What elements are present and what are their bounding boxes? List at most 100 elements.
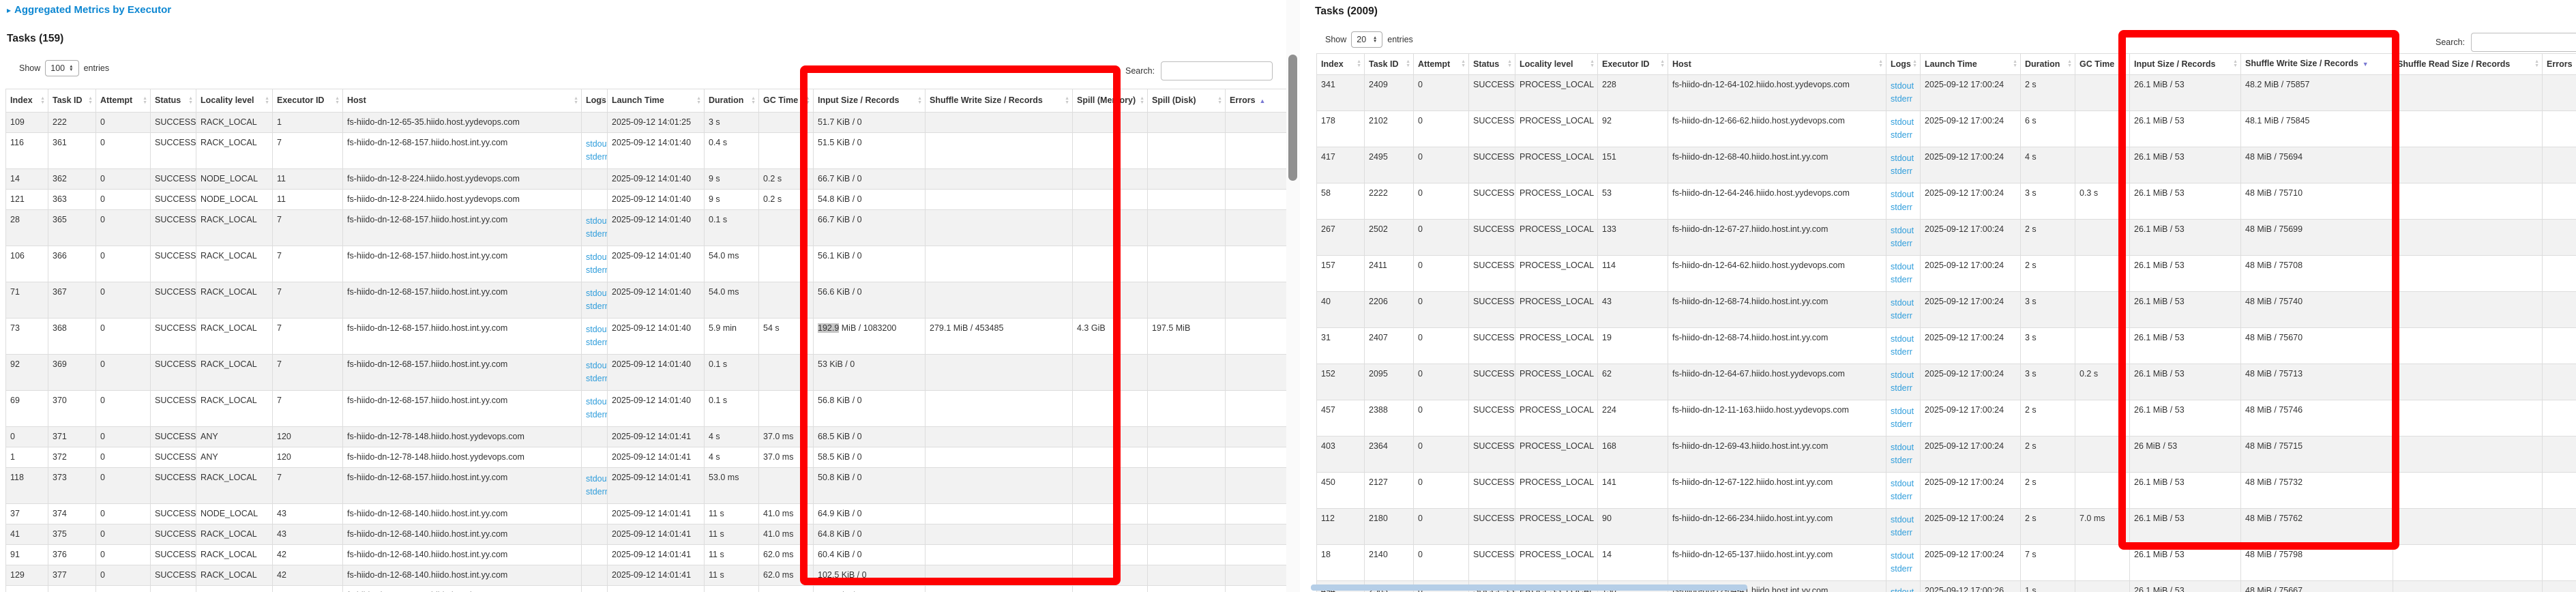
cell-attempt: 0 <box>1413 436 1469 473</box>
stdout-link[interactable]: stdout <box>586 252 608 262</box>
cell-executor_id: 42 <box>272 544 343 565</box>
stderr-link[interactable]: stderr <box>1891 239 1912 248</box>
stderr-link[interactable]: stderr <box>1891 94 1912 104</box>
cell-status: SUCCESS <box>150 282 196 319</box>
stdout-link[interactable]: stdout <box>1891 298 1914 308</box>
stderr-link[interactable]: stderr <box>1891 311 1912 321</box>
stderr-link[interactable]: stderr <box>1891 275 1912 284</box>
page-size-select[interactable]: 100 ▲ ▼ <box>45 60 79 76</box>
stdout-link[interactable]: stdout <box>586 216 608 226</box>
stderr-link[interactable]: stderr <box>1891 130 1912 140</box>
stdout-link[interactable]: stdout <box>586 288 608 298</box>
stderr-link[interactable]: stderr <box>1891 492 1912 501</box>
column-header-task_id[interactable]: Task ID ▲ ▼ <box>1364 53 1414 75</box>
cell-task_id: 2407 <box>1364 327 1414 364</box>
search-input[interactable] <box>1161 61 1273 80</box>
column-header-attempt[interactable]: Attempt ▲ ▼ <box>1413 53 1469 75</box>
stderr-link[interactable]: stderr <box>1891 419 1912 429</box>
column-header-locality_level[interactable]: Locality level ▲ ▼ <box>196 89 273 113</box>
column-header-host[interactable]: Host ▲ ▼ <box>1668 53 1886 75</box>
column-header-spill_disk[interactable]: Spill (Disk) ▲ ▼ <box>1147 89 1226 113</box>
page-size-select[interactable]: 20 ▲ ▼ <box>1351 31 1383 48</box>
stdout-link[interactable]: stdout <box>1891 81 1914 91</box>
stdout-link[interactable]: stdout <box>1891 443 1914 452</box>
stderr-link[interactable]: stderr <box>1891 528 1912 537</box>
column-header-errors[interactable]: Errors ▲ <box>1225 89 1292 113</box>
column-header-locality_level[interactable]: Locality level ▲ ▼ <box>1515 53 1598 75</box>
stdout-link[interactable]: stdout <box>586 325 608 334</box>
column-header-logs[interactable]: Logs ▲ ▼ <box>1886 53 1921 75</box>
column-header-spill_memory[interactable]: Spill (Memory) ▲ ▼ <box>1072 89 1148 113</box>
cell-shuffle_write_size_records <box>925 112 1073 133</box>
column-header-launch_time[interactable]: Launch Time ▲ ▼ <box>1920 53 2021 75</box>
column-header-gc_time[interactable]: GC Time ▲ ▼ <box>758 89 814 113</box>
cell-status: SUCCESS <box>1468 291 1515 328</box>
stderr-link[interactable]: stderr <box>586 338 608 347</box>
stdout-link[interactable]: stdout <box>1891 226 1914 235</box>
stderr-link[interactable]: stderr <box>586 487 608 497</box>
column-header-input_size_records[interactable]: Input Size / Records ▲ ▼ <box>813 89 926 113</box>
vertical-scrollbar-thumb[interactable] <box>1288 55 1297 181</box>
column-header-duration[interactable]: Duration ▲ ▼ <box>2020 53 2075 75</box>
column-header-shuffle_read_size_records[interactable]: Shuffle Read Size / Records ▲ ▼ <box>2393 53 2543 75</box>
column-header-executor_id[interactable]: Executor ID ▲ ▼ <box>272 89 343 113</box>
stdout-link[interactable]: stdout <box>586 474 608 484</box>
column-header-shuffle_write_size_records[interactable]: Shuffle Write Size / Records ▼ <box>2240 53 2393 75</box>
cell-input_size_records: 60.4 KiB / 0 <box>813 544 926 565</box>
stdout-link[interactable]: stdout <box>1891 551 1914 561</box>
cell-status: SUCCESS <box>150 209 196 246</box>
column-header-duration[interactable]: Duration ▲ ▼ <box>704 89 759 113</box>
stderr-link[interactable]: stderr <box>586 152 608 162</box>
stderr-link[interactable]: stderr <box>1891 383 1912 393</box>
column-header-shuffle_write_size_records[interactable]: Shuffle Write Size / Records ▲ ▼ <box>925 89 1073 113</box>
column-header-index[interactable]: Index ▲ ▼ <box>1316 53 1365 75</box>
stdout-link[interactable]: stdout <box>586 361 608 370</box>
column-header-gc_time[interactable]: GC Time ▲ ▼ <box>2075 53 2130 75</box>
aggregated-metrics-link[interactable]: ▸ Aggregated Metrics by Executor <box>7 4 171 16</box>
stdout-link[interactable]: stdout <box>1891 190 1914 199</box>
column-header-attempt[interactable]: Attempt ▲ ▼ <box>95 89 151 113</box>
search-input[interactable] <box>2471 33 2576 52</box>
cell-logs: stdout stderr <box>1886 364 1921 400</box>
column-header-input_size_records[interactable]: Input Size / Records ▲ ▼ <box>2129 53 2241 75</box>
cell-launch_time: 2025-09-12 14:01:40 <box>607 132 705 169</box>
column-header-logs[interactable]: Logs ▲ ▼ <box>581 89 608 113</box>
stderr-link[interactable]: stderr <box>1891 166 1912 176</box>
stderr-link[interactable]: stderr <box>586 410 608 419</box>
stdout-link[interactable]: stdout <box>1891 406 1914 416</box>
column-header-launch_time[interactable]: Launch Time ▲ ▼ <box>607 89 705 113</box>
stderr-link[interactable]: stderr <box>1891 564 1912 574</box>
stderr-link[interactable]: stderr <box>1891 347 1912 357</box>
column-header-status[interactable]: Status ▲ ▼ <box>1468 53 1515 75</box>
column-header-task_id[interactable]: Task ID ▲ ▼ <box>48 89 96 113</box>
cell-task_id: 372 <box>48 447 96 468</box>
stderr-link[interactable]: stderr <box>586 265 608 275</box>
horizontal-scrollbar-thumb[interactable] <box>1311 584 1747 591</box>
stdout-link[interactable]: stdout <box>1891 334 1914 344</box>
stdout-link[interactable]: stdout <box>1891 479 1914 488</box>
column-header-host[interactable]: Host ▲ ▼ <box>342 89 582 113</box>
column-header-index[interactable]: Index ▲ ▼ <box>5 89 48 113</box>
cell-host: fs-hiido-dn-12-68-40.hiido.host.int.yy.c… <box>1668 147 1886 183</box>
cell-index: 121 <box>5 189 48 210</box>
stdout-link[interactable]: stdout <box>1891 515 1914 524</box>
stdout-link[interactable]: stdout <box>1891 117 1914 127</box>
cell-task_id: 2364 <box>1364 436 1414 473</box>
stdout-link[interactable]: stdout <box>1891 370 1914 380</box>
stderr-link[interactable]: stderr <box>1891 456 1912 465</box>
stdout-link[interactable]: stdout <box>1891 153 1914 163</box>
stdout-link[interactable]: stdout <box>586 139 608 149</box>
cell-task_id: 2388 <box>1364 400 1414 436</box>
column-header-executor_id[interactable]: Executor ID ▲ ▼ <box>1597 53 1668 75</box>
column-header-status[interactable]: Status ▲ ▼ <box>150 89 196 113</box>
cell-executor_id: 1 <box>272 112 343 133</box>
stdout-link[interactable]: stdout <box>586 397 608 406</box>
cell-shuffle_write_size_records: 48 MiB / 75667 <box>2240 580 2393 592</box>
stderr-link[interactable]: stderr <box>586 229 608 239</box>
stdout-link[interactable]: stdout <box>1891 262 1914 271</box>
column-header-errors[interactable]: Errors▲▼ <box>2542 53 2576 75</box>
stderr-link[interactable]: stderr <box>586 374 608 383</box>
stderr-link[interactable]: stderr <box>586 301 608 311</box>
stderr-link[interactable]: stderr <box>1891 203 1912 212</box>
stdout-link[interactable]: stdout <box>1891 587 1914 592</box>
